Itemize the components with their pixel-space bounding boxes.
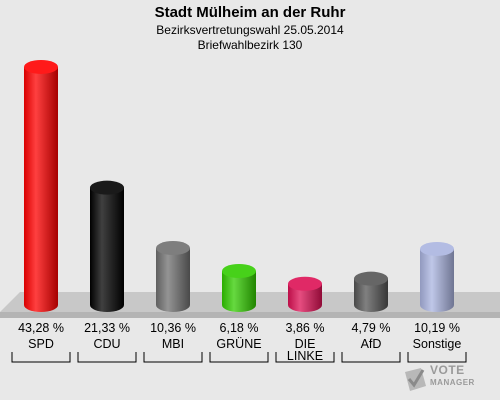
value-label: 21,33 %: [84, 321, 130, 335]
bar-top: [288, 276, 322, 291]
bar-body: [354, 278, 388, 312]
category-bracket: [341, 352, 401, 363]
value-label: 10,36 %: [150, 321, 196, 335]
chart-subtitle-election: Bezirksvertretungswahl 25.05.2014: [156, 23, 344, 37]
ballot-check-icon: [405, 368, 426, 391]
bar-mbi: [156, 241, 190, 312]
bar-body: [156, 248, 190, 312]
vote-manager-logo: VOTE MANAGER: [402, 364, 494, 396]
value-label: 3,86 %: [286, 321, 325, 335]
value-label: 6,18 %: [220, 321, 259, 335]
category-label: AfD: [361, 337, 382, 351]
category-bracket: [77, 352, 137, 363]
category-label: LINKE: [287, 349, 323, 363]
category-label: CDU: [93, 337, 120, 351]
category-label: GRÜNE: [216, 337, 261, 351]
bar-sonstige: [420, 241, 454, 312]
value-label: 10,19 %: [414, 321, 460, 335]
bar-top: [222, 264, 256, 279]
chart-title: Stadt Mülheim an der Ruhr: [154, 4, 346, 21]
logo-text-manager: MANAGER: [430, 378, 475, 387]
category-label: DIE: [295, 337, 316, 351]
logo-text-vote: VOTE: [430, 363, 465, 377]
category-bracket: [209, 352, 269, 363]
category-label: MBI: [162, 337, 184, 351]
category-bracket: [407, 352, 467, 363]
bar-body: [222, 271, 256, 312]
value-label: 4,79 %: [352, 321, 391, 335]
value-label: 43,28 %: [18, 321, 64, 335]
category-label: Sonstige: [413, 337, 462, 351]
category-bracket: [143, 352, 203, 363]
chart-floor-edge: [0, 312, 500, 318]
bar-body: [90, 187, 124, 312]
bar-cdu: [90, 180, 124, 312]
bar-top: [90, 180, 124, 195]
bar-top: [420, 241, 454, 256]
bar-top: [354, 271, 388, 286]
chart-subtitle-district: Briefwahlbezirk 130: [197, 38, 303, 52]
bar-body: [24, 66, 58, 312]
bar-afd: [354, 271, 388, 312]
category-bracket: [11, 352, 71, 363]
bar-body: [288, 283, 322, 312]
bar-top: [156, 241, 190, 256]
bar-die-linke: [288, 276, 322, 312]
bar-gr-ne: [222, 264, 256, 312]
category-label: SPD: [28, 337, 54, 351]
category-bracket: [275, 352, 335, 363]
bar-spd: [24, 59, 58, 312]
bar-top: [24, 59, 58, 74]
bar-body: [420, 248, 454, 312]
